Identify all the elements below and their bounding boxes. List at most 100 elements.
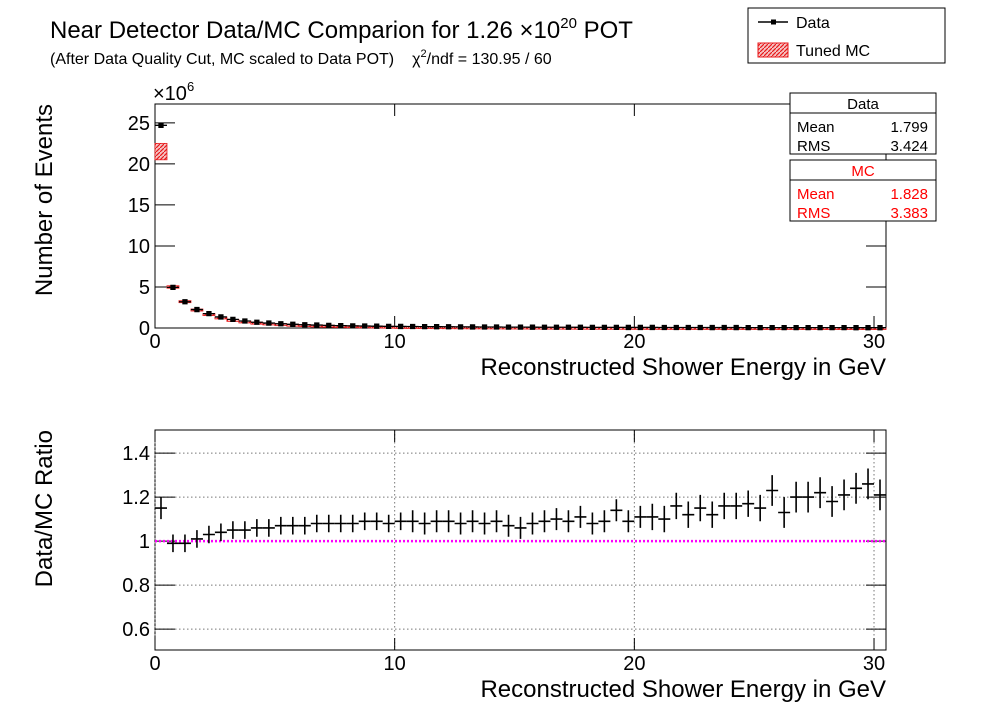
data-point	[670, 324, 683, 331]
stats-value: 1.828	[890, 186, 928, 203]
mc-band	[154, 142, 168, 161]
data-point	[226, 316, 239, 323]
data-point	[646, 324, 659, 331]
y-axis-label: Number of Events	[31, 104, 58, 296]
ratio-point	[730, 492, 743, 520]
ratio-point	[155, 497, 167, 520]
data-point	[310, 322, 323, 328]
data-point	[346, 323, 359, 329]
ratio-point	[802, 481, 815, 513]
ratio-point	[538, 510, 551, 533]
y-tick-label: 0.6	[122, 619, 150, 641]
data-point	[562, 324, 575, 330]
data-point	[586, 324, 599, 330]
y-tick-label: 0	[139, 318, 150, 340]
data-point	[526, 324, 539, 330]
y-tick-label: 0.8	[122, 575, 150, 597]
ratio-point	[670, 492, 683, 520]
data-point	[490, 324, 503, 330]
ratio-point	[766, 475, 779, 506]
data-point	[382, 323, 395, 330]
data-point	[766, 324, 779, 331]
ratio-point	[262, 519, 275, 537]
ratio-point	[406, 510, 419, 533]
ratio-point	[814, 477, 827, 509]
ratio-point	[274, 516, 287, 535]
y-tick-label: 1.4	[122, 443, 150, 465]
y-tick-label: 1.2	[122, 487, 150, 509]
ratio-point	[310, 514, 323, 533]
ratio-point	[622, 510, 635, 533]
stats-key: Mean	[797, 186, 835, 203]
legend-label: Tuned MC	[796, 43, 870, 60]
data-point	[214, 314, 227, 320]
data-point	[166, 284, 179, 291]
x-tick-label: 10	[384, 331, 406, 353]
x-axis-label: Reconstructed Shower Energy in GeV	[480, 676, 886, 703]
ratio-point	[286, 516, 299, 535]
ratio-point	[358, 512, 371, 531]
ratio-point	[226, 521, 239, 539]
data-point	[598, 324, 611, 331]
ratio-point	[550, 508, 563, 531]
ratio-point	[838, 479, 851, 511]
data-point	[814, 324, 827, 331]
data-point	[322, 322, 335, 329]
data-point	[790, 324, 803, 331]
ratio-point	[526, 512, 539, 535]
ratio-point	[214, 523, 227, 542]
data-point	[838, 325, 851, 331]
ratio-point	[874, 479, 886, 511]
data-point	[694, 324, 707, 331]
stats-value: 3.424	[890, 138, 928, 155]
data-point	[550, 324, 563, 330]
ratio-point	[418, 512, 431, 535]
stats-key: Mean	[797, 119, 835, 136]
data-point	[155, 122, 167, 128]
ratio-point	[598, 510, 611, 533]
ratio-point	[790, 481, 803, 513]
ratio-point	[610, 499, 623, 522]
data-point	[610, 324, 623, 331]
data-point	[394, 323, 407, 330]
data-point	[622, 324, 635, 331]
data-point	[718, 324, 731, 331]
data-point	[658, 324, 671, 331]
x-tick-label: 10	[384, 653, 406, 675]
ratio-point	[298, 516, 311, 535]
data-point	[514, 324, 527, 330]
data-point	[778, 324, 791, 331]
ratio-point	[238, 521, 251, 539]
data-point	[742, 324, 755, 331]
ratio-point	[322, 514, 335, 533]
ratio-point	[370, 512, 383, 531]
y-tick-label: 1	[139, 531, 150, 553]
ratio-point	[682, 501, 695, 528]
data-point	[754, 324, 767, 331]
data-point	[682, 324, 695, 331]
ratio-point	[658, 505, 671, 533]
ratio-point	[562, 510, 575, 533]
ratio-point	[778, 497, 791, 528]
data-point	[478, 324, 491, 330]
data-point	[706, 324, 719, 331]
ratio-point	[466, 510, 479, 533]
x-tick-label: 20	[623, 653, 645, 675]
legend-swatch	[771, 19, 776, 25]
ratio-point	[862, 468, 875, 500]
data-point	[190, 306, 203, 313]
ratio-point	[430, 510, 443, 533]
data-point	[370, 323, 383, 329]
y-tick-label: 25	[128, 113, 150, 135]
ratio-point	[502, 514, 515, 537]
data-point	[202, 310, 215, 317]
data-point	[178, 299, 191, 305]
ratio-point	[250, 519, 263, 537]
ratio-point	[454, 512, 467, 535]
data-point	[358, 323, 371, 329]
data-point	[334, 322, 347, 329]
y-multiplier: ×106	[153, 79, 194, 105]
data-point	[826, 324, 839, 331]
ratio-point	[166, 534, 179, 553]
y-tick-label: 5	[139, 277, 150, 299]
